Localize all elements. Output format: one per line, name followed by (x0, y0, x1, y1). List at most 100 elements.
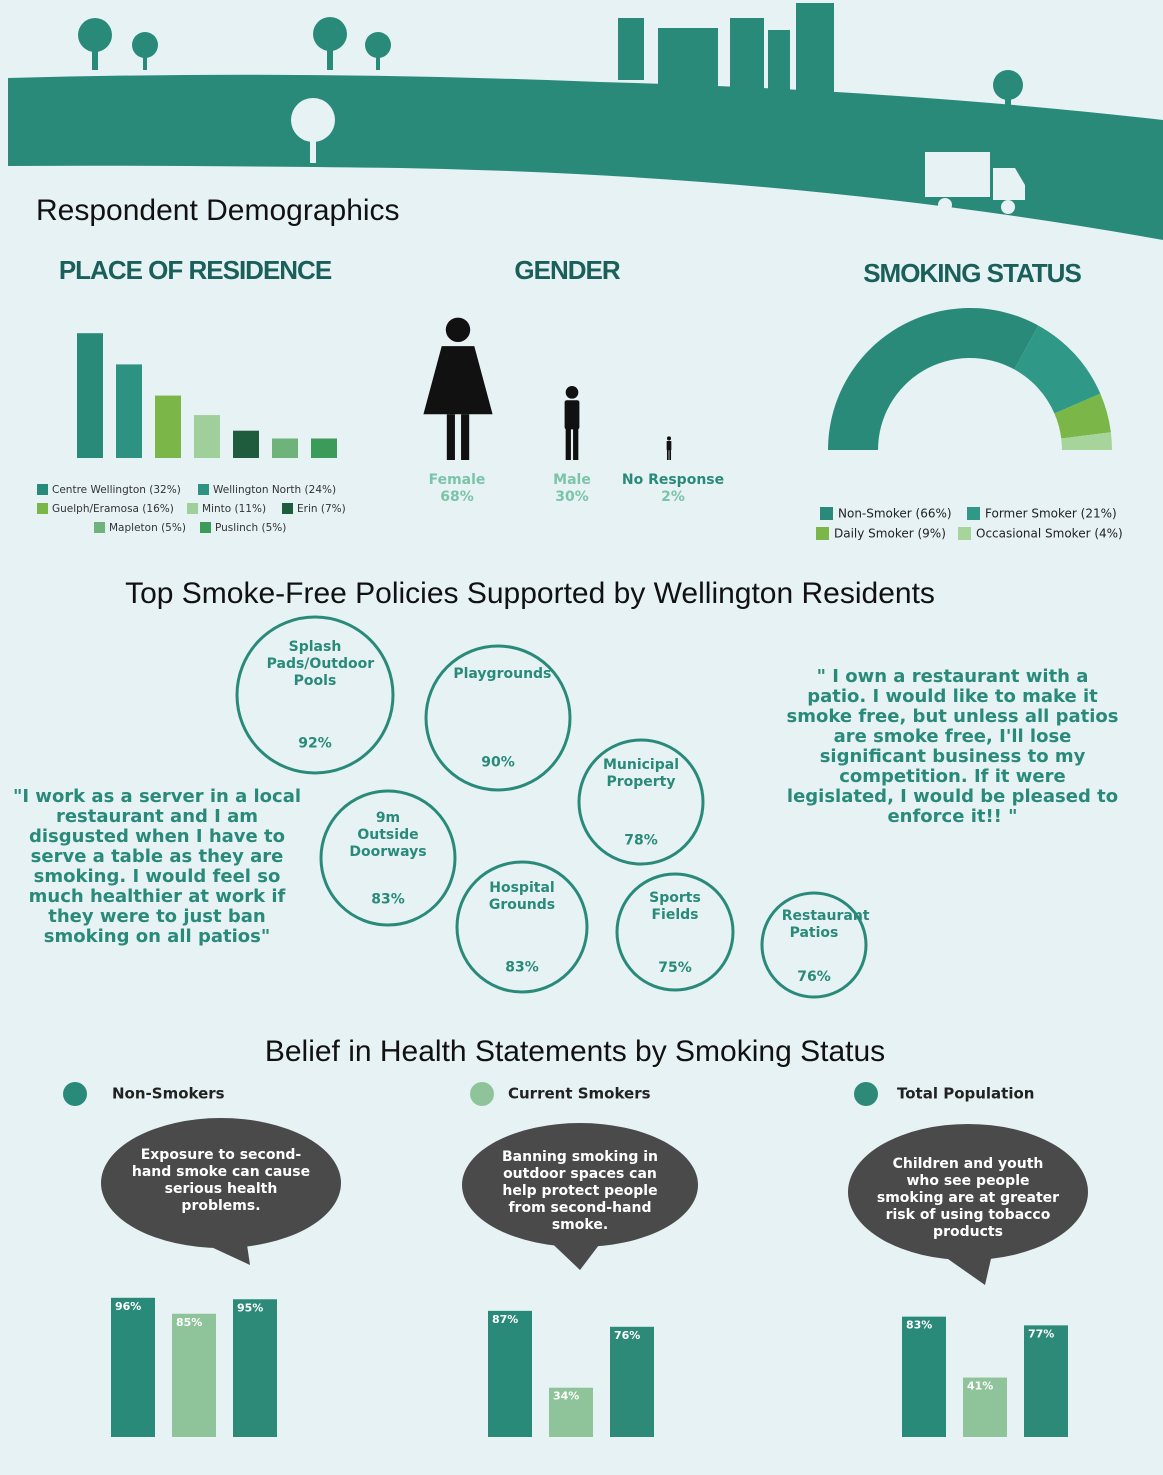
dress (423, 346, 493, 415)
bar (610, 1326, 654, 1437)
value-label: 68% (440, 489, 474, 505)
value-label: 83% (906, 1319, 932, 1332)
bar (155, 395, 181, 458)
legend-label: Non-Smoker (66%) (838, 507, 952, 521)
legend-label: Non-Smokers (112, 1085, 225, 1103)
chart-title: Belief in Health Statements by Smoking S… (265, 1035, 885, 1068)
legend-label: Current Smokers (508, 1085, 651, 1103)
legend-label: Centre Wellington (32%) (52, 484, 181, 496)
policy-label: Sports Fields (649, 890, 701, 924)
bar (77, 333, 103, 458)
legend-swatch (958, 527, 971, 540)
legend-swatch (820, 507, 833, 520)
arc-segment (1061, 432, 1112, 450)
chart-title: Top Smoke-Free Policies Supported by Wel… (125, 577, 935, 610)
head (565, 386, 579, 399)
policy-label: 9m Outside Doorways (349, 809, 427, 860)
bar (116, 364, 142, 458)
legend-dot (63, 1082, 87, 1106)
policy-bubble (424, 644, 572, 792)
policy-bubble (319, 789, 457, 927)
trees (78, 17, 1023, 115)
value-label: 87% (492, 1313, 518, 1326)
quote: "I work as a server in a local restauran… (12, 786, 302, 947)
policy-value: 83% (371, 892, 405, 908)
legend-label: Mapleton (5%) (109, 522, 186, 534)
legend-swatch (198, 484, 209, 495)
value-label: 76% (614, 1329, 640, 1342)
policy-value: 92% (298, 735, 332, 751)
statement: Banning smoking in outdoor spaces can he… (501, 1149, 658, 1233)
chart-title: PLACE OF RESIDENCE (59, 255, 332, 285)
bar (111, 1297, 155, 1437)
legend-label: Former Smoker (21%) (985, 507, 1117, 521)
legend-swatch (37, 503, 48, 514)
bar (902, 1316, 946, 1437)
bar (172, 1313, 216, 1437)
arc-segment (828, 308, 1039, 450)
policy-value: 83% (505, 959, 539, 975)
legend-swatch (282, 503, 293, 514)
bar (311, 438, 337, 458)
value-label: 41% (967, 1380, 993, 1393)
legend-label: Erin (7%) (297, 503, 346, 515)
leg (461, 414, 470, 460)
legend-swatch (94, 522, 105, 533)
policy-bubble (577, 738, 705, 866)
legend-label: Total Population (897, 1085, 1034, 1103)
legend-label: Minto (11%) (202, 503, 266, 515)
value-label: 77% (1028, 1327, 1054, 1340)
torso (564, 400, 580, 430)
bar (233, 1299, 277, 1437)
policy-label: Playgrounds (453, 666, 552, 683)
category-label: Male (553, 472, 591, 488)
value-label: 30% (555, 489, 589, 505)
legend-label: Occasional Smoker (4%) (976, 527, 1123, 541)
truck (925, 152, 1025, 214)
policy-bubble (760, 891, 868, 999)
value-label: 2% (661, 489, 685, 505)
head (445, 317, 471, 343)
leg (573, 428, 579, 460)
quote: " I own a restaurant with a patio. I wou… (786, 666, 1119, 827)
policy-value: 76% (797, 969, 831, 985)
policy-value: 78% (624, 832, 658, 848)
speech-bubble (101, 1118, 341, 1248)
legend-swatch (200, 522, 211, 533)
leg (666, 449, 669, 460)
legend-swatch (967, 507, 980, 520)
chart-title: GENDER (514, 255, 620, 285)
tree-white (291, 98, 335, 163)
value-label: 96% (115, 1300, 141, 1313)
policy-label: Restaurant Patios (781, 907, 870, 941)
policy-bubble (235, 615, 395, 775)
buildings (618, 3, 834, 98)
bar (233, 430, 259, 458)
legend-swatch (187, 503, 198, 514)
legend-label: Daily Smoker (9%) (834, 527, 946, 541)
legend-label: Puslinch (5%) (215, 522, 286, 534)
category-label: No Response (622, 472, 724, 488)
legend-dot (470, 1082, 494, 1106)
policy-label: Splash Pads/Outdoor Pools (266, 638, 375, 689)
bar (272, 438, 298, 458)
policy-value: 75% (658, 960, 692, 976)
policy-value: 90% (481, 755, 515, 771)
value-label: 34% (553, 1390, 579, 1403)
heading: Respondent Demographics (36, 194, 400, 227)
policy-bubble (455, 860, 589, 994)
bar (963, 1377, 1007, 1437)
person-icon (564, 386, 580, 460)
legend-label: Guelph/Eramosa (16%) (52, 503, 174, 515)
arc-segment (1014, 325, 1101, 414)
legend-dot (854, 1082, 878, 1106)
person-icon (423, 317, 493, 460)
speech-bubble (848, 1124, 1088, 1260)
value-label: 85% (176, 1316, 202, 1329)
speech-bubble (462, 1123, 698, 1247)
bar (1024, 1325, 1068, 1437)
leg (565, 428, 571, 460)
statement: Exposure to second-hand smoke can cause … (131, 1147, 311, 1214)
